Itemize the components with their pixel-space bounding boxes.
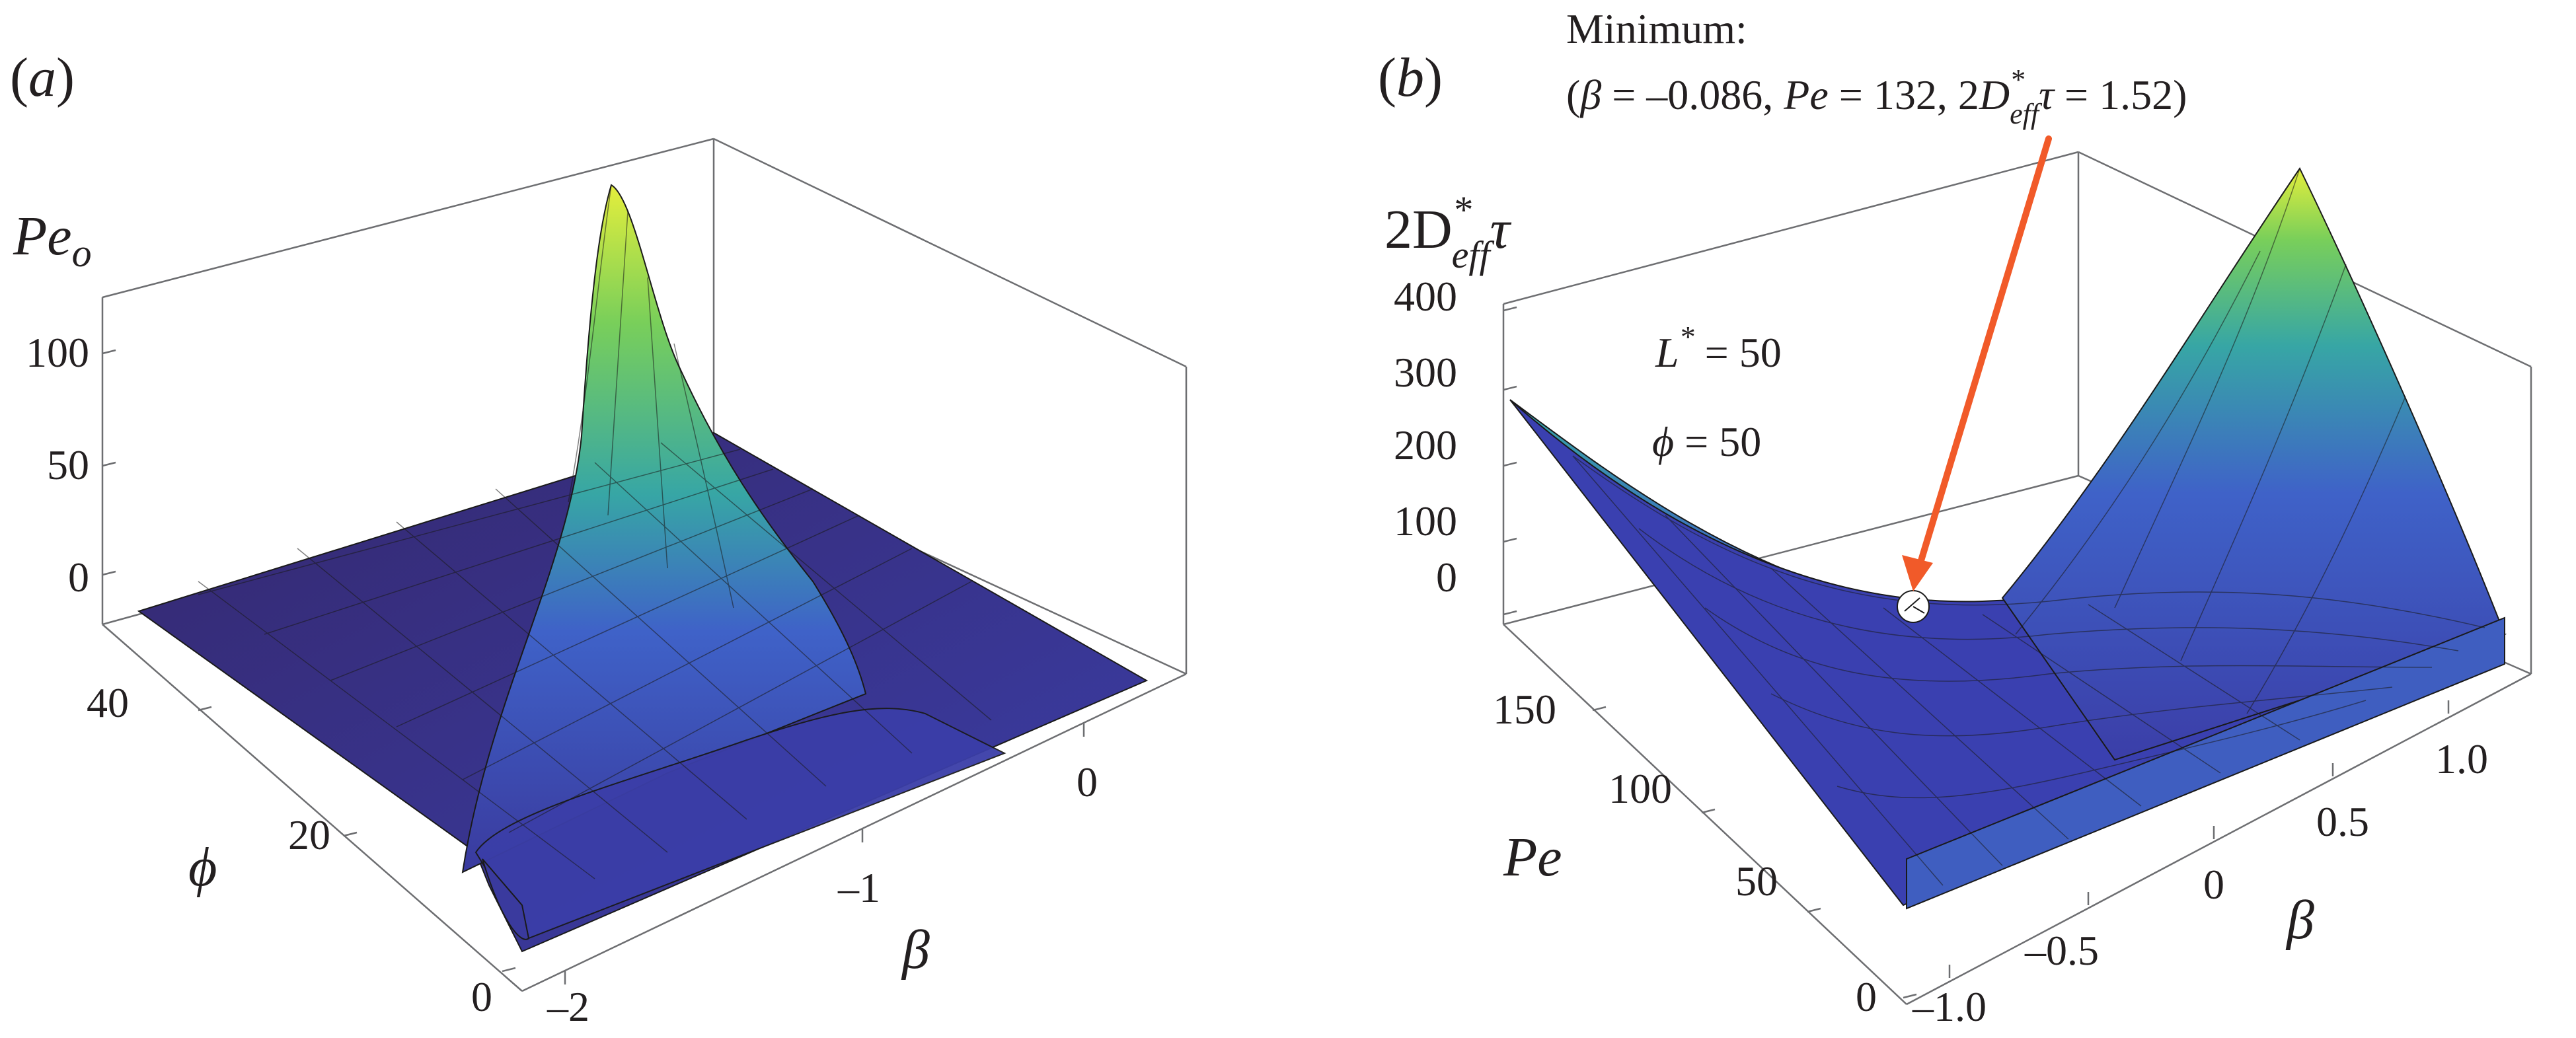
panel-b-y-tick-label: 100 bbox=[1609, 765, 1672, 812]
panel-b-mesh bbox=[1572, 168, 2485, 886]
panel-b-z-axis-label: 2D* effτ bbox=[1384, 188, 1512, 276]
panel-b-x-ticks: 1.0 0.5 0 –0.5 –1.0 bbox=[1912, 700, 2488, 1030]
panel-a-label: (a) bbox=[10, 47, 75, 108]
panel-b-y-axis-label: Pe bbox=[1503, 827, 1562, 888]
panel-a: 100 50 0 40 20 0 0 –1 –2 Peo ϕ β (a) bbox=[10, 47, 1188, 1030]
panel-a-z-tick-label: 100 bbox=[26, 329, 89, 376]
panel-b-x-axis-label: β bbox=[2285, 889, 2314, 951]
panel-b-z-tick-label: 300 bbox=[1394, 349, 1457, 396]
panel-b-z-ticks: 400 300 200 100 0 bbox=[1394, 273, 1517, 616]
panel-b-y-tick-label: 0 bbox=[1856, 973, 1877, 1020]
panel-a-surface bbox=[137, 184, 1149, 953]
panel-a-y-tick-label: 40 bbox=[87, 679, 129, 726]
panel-b-label: (b) bbox=[1378, 47, 1443, 108]
panel-b-x-tick-label: –1.0 bbox=[1912, 983, 1987, 1030]
panel-a-x-tick-label: –2 bbox=[547, 983, 589, 1030]
panel-a-ridge bbox=[474, 708, 1006, 940]
panel-a-peak bbox=[461, 184, 867, 873]
panel-a-x-axis-label: β bbox=[901, 919, 930, 981]
panel-a-y-tick-label: 20 bbox=[288, 811, 330, 858]
phi-annotation: ϕ = 50 bbox=[1652, 418, 1761, 465]
minimum-arrow bbox=[1902, 135, 2052, 591]
panel-b-x-tick-label: 0 bbox=[2203, 861, 2224, 908]
minimum-annotation-values: (β = –0.086, Pe = 132, 2D* effτ = 1.52) bbox=[1566, 63, 2187, 130]
panel-b-x-tick-label: 0.5 bbox=[2316, 798, 2369, 845]
panel-a-x-tick-label: 0 bbox=[1077, 759, 1098, 805]
minimum-annotation-title: Minimum: bbox=[1566, 5, 1747, 52]
panel-a-y-tick-label: 0 bbox=[471, 973, 492, 1020]
panel-b-z-tick-label: 200 bbox=[1394, 422, 1457, 468]
panel-b-y-ticks: 150 100 50 0 bbox=[1493, 686, 1917, 1020]
panel-a-z-tick-label: 50 bbox=[47, 441, 89, 488]
panel-b-z-tick-label: 400 bbox=[1394, 273, 1457, 320]
panel-b-z-tick-label: 0 bbox=[1436, 554, 1457, 601]
panel-b-x-tick-label: 1.0 bbox=[2435, 735, 2488, 782]
panel-a-y-ticks: 40 20 0 bbox=[87, 679, 516, 1020]
panel-a-y-axis-label: ϕ bbox=[188, 836, 217, 898]
panel-a-trough bbox=[482, 858, 530, 940]
panel-a-z-tick-label: 0 bbox=[68, 554, 89, 601]
panel-a-x-ticks: 0 –1 –2 bbox=[547, 723, 1098, 1030]
panel-b-y-tick-label: 50 bbox=[1735, 858, 1778, 905]
panel-a-mesh bbox=[198, 184, 992, 879]
panel-b-surface bbox=[1509, 167, 2507, 910]
panel-a-z-axis-label: Peo bbox=[13, 205, 92, 275]
panel-a-x-tick-label: –1 bbox=[837, 864, 880, 911]
panel-a-z-ticks: 100 50 0 bbox=[26, 329, 116, 601]
length-annotation: L* = 50 bbox=[1655, 320, 1782, 376]
panel-b-y-tick-label: 150 bbox=[1493, 686, 1556, 733]
panel-b-x-tick-label: –0.5 bbox=[2024, 927, 2099, 974]
panel-b: 400 300 200 100 0 150 100 50 0 1.0 0.5 0 bbox=[1378, 5, 2532, 1030]
panel-b-z-tick-label: 100 bbox=[1394, 498, 1457, 544]
